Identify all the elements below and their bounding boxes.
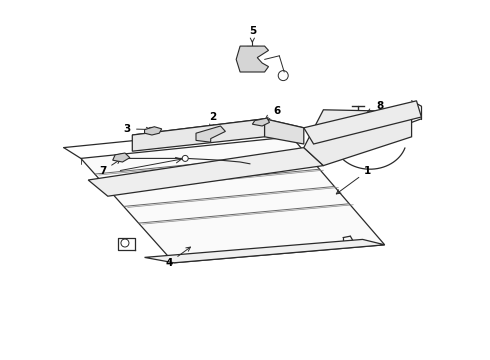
Text: 2: 2 [210,112,217,129]
Polygon shape [304,110,412,166]
Text: 3: 3 [124,124,150,134]
Text: 6: 6 [265,106,280,120]
Polygon shape [236,46,269,72]
Polygon shape [145,239,385,263]
Polygon shape [265,119,304,144]
Circle shape [182,156,188,161]
Polygon shape [252,118,270,126]
Text: 7: 7 [99,159,120,176]
Polygon shape [113,153,130,162]
Text: 4: 4 [165,247,191,268]
Text: 5: 5 [249,26,256,42]
Polygon shape [196,126,225,142]
Polygon shape [81,137,385,263]
Polygon shape [304,101,421,144]
Text: 8: 8 [367,101,383,113]
Text: 1: 1 [336,166,371,194]
Polygon shape [132,119,265,151]
Polygon shape [132,119,304,144]
Polygon shape [145,127,162,135]
Polygon shape [88,148,323,196]
